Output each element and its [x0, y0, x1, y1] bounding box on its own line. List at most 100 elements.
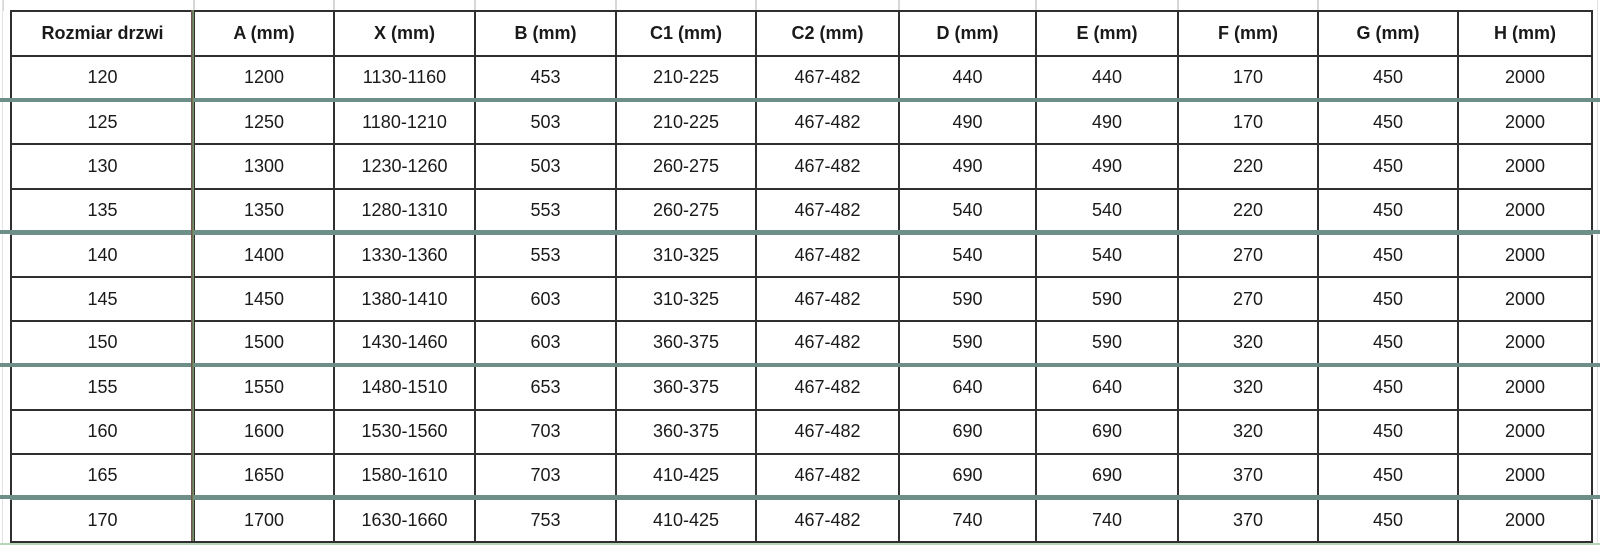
table-cell: 2000: [1457, 320, 1593, 368]
table-row: 160 1600 1530-1560 703 360-375 467-482 690 690 3…: [10, 408, 1593, 455]
table-cell: 440: [898, 54, 1037, 103]
table-cell: 1500: [193, 320, 335, 368]
table-cell: 2000: [1457, 231, 1593, 278]
table-cell: 1130-1160: [333, 54, 476, 103]
table-cell: 1480-1510: [333, 364, 476, 411]
table-cell: 450: [1317, 275, 1459, 323]
table-cell: 320: [1177, 408, 1319, 455]
table-cell: 490: [1035, 143, 1179, 190]
teal-divider-line: [0, 495, 1600, 499]
table-cell: 170: [1177, 54, 1319, 103]
table-cell: 703: [474, 452, 617, 500]
table-cell: 210-225: [615, 54, 757, 103]
table-cell: 503: [474, 143, 617, 190]
table-cell: 1350: [193, 187, 335, 235]
table-cell: 1450: [193, 275, 335, 323]
gridline-stub: [1177, 0, 1179, 11]
table-cell: 690: [1035, 452, 1179, 500]
table-cell: 467-482: [755, 54, 900, 103]
table-cell: 590: [898, 275, 1037, 323]
table-cell: 553: [474, 231, 617, 278]
table-cell: 165: [10, 452, 195, 500]
table-row: 130 1300 1230-1260 503 260-275 467-482 490 490 2…: [10, 143, 1593, 190]
table-cell: 467-482: [755, 99, 900, 146]
table-cell: 310-325: [615, 275, 757, 323]
table-cell: 270: [1177, 275, 1319, 323]
table-cell: 490: [898, 99, 1037, 146]
table-row: 140 1400 1330-1360 553 310-325 467-482 540 540 2…: [10, 231, 1593, 278]
table-cell: 490: [1035, 99, 1179, 146]
table-cell: 140: [10, 231, 195, 278]
table-cell: 1250: [193, 99, 335, 146]
column-header: Rozmiar drzwi: [10, 10, 195, 57]
gridline-stub: [615, 0, 617, 11]
table-cell: 410-425: [615, 452, 757, 500]
table-cell: 1430-1460: [333, 320, 476, 368]
table-cell: 640: [1035, 364, 1179, 411]
table-cell: 2000: [1457, 187, 1593, 235]
table-row: 135 1350 1280-1310 553 260-275 467-482 540 540 2…: [10, 187, 1593, 235]
table-cell: 1280-1310: [333, 187, 476, 235]
table-cell: 410-425: [615, 496, 757, 544]
first-column-accent-line: [191, 10, 194, 541]
table-cell: 2000: [1457, 54, 1593, 103]
table-cell: 453: [474, 54, 617, 103]
table-cell: 603: [474, 275, 617, 323]
column-header: G (mm): [1317, 10, 1459, 57]
table-cell: 2000: [1457, 364, 1593, 411]
table-cell: 703: [474, 408, 617, 455]
column-header: C1 (mm): [615, 10, 757, 57]
table-cell: 1180-1210: [333, 99, 476, 146]
table-cell: 553: [474, 187, 617, 235]
table-cell: 467-482: [755, 320, 900, 368]
teal-divider-line: [0, 230, 1600, 234]
gridline-stub: [333, 0, 335, 11]
table-cell: 690: [1035, 408, 1179, 455]
table-cell: 155: [10, 364, 195, 411]
header-row: Rozmiar drzwi A (mm) X (mm) B (mm) C1 (mm) C2…: [10, 10, 1593, 57]
table-cell: 160: [10, 408, 195, 455]
gridline-stub: [1317, 0, 1319, 11]
table-row: 170 1700 1630-1660 753 410-425 467-482 740 740 3…: [10, 496, 1593, 544]
table-cell: 1600: [193, 408, 335, 455]
table-cell: 150: [10, 320, 195, 368]
column-header: H (mm): [1457, 10, 1593, 57]
table-cell: 467-482: [755, 231, 900, 278]
table-cell: 360-375: [615, 320, 757, 368]
table-cell: 450: [1317, 364, 1459, 411]
column-header: D (mm): [898, 10, 1037, 57]
gridline-right-edge: [1597, 0, 1598, 544]
table-cell: 640: [898, 364, 1037, 411]
table-cell: 1650: [193, 452, 335, 500]
table-cell: 740: [1035, 496, 1179, 544]
table-cell: 2000: [1457, 408, 1593, 455]
table-cell: 310-325: [615, 231, 757, 278]
table-cell: 260-275: [615, 187, 757, 235]
table-cell: 2000: [1457, 452, 1593, 500]
gridline-stub: [898, 0, 900, 11]
gridline-stub: [193, 0, 195, 11]
table-cell: 2000: [1457, 143, 1593, 190]
table-cell: 320: [1177, 320, 1319, 368]
table-cell: 467-482: [755, 452, 900, 500]
table-cell: 220: [1177, 143, 1319, 190]
table-cell: 467-482: [755, 496, 900, 544]
table-cell: 690: [898, 452, 1037, 500]
table-cell: 450: [1317, 54, 1459, 103]
table-cell: 450: [1317, 320, 1459, 368]
column-header: E (mm): [1035, 10, 1179, 57]
table-cell: 1550: [193, 364, 335, 411]
table-cell: 1300: [193, 143, 335, 190]
table-cell: 370: [1177, 496, 1319, 544]
table-cell: 1530-1560: [333, 408, 476, 455]
table-cell: 2000: [1457, 275, 1593, 323]
table-cell: 490: [898, 143, 1037, 190]
table-cell: 120: [10, 54, 195, 103]
table-cell: 360-375: [615, 408, 757, 455]
table-cell: 450: [1317, 452, 1459, 500]
table-cell: 603: [474, 320, 617, 368]
table-cell: 653: [474, 364, 617, 411]
bottom-hairline: [0, 543, 1600, 545]
column-header: A (mm): [193, 10, 335, 57]
table-cell: 540: [898, 231, 1037, 278]
